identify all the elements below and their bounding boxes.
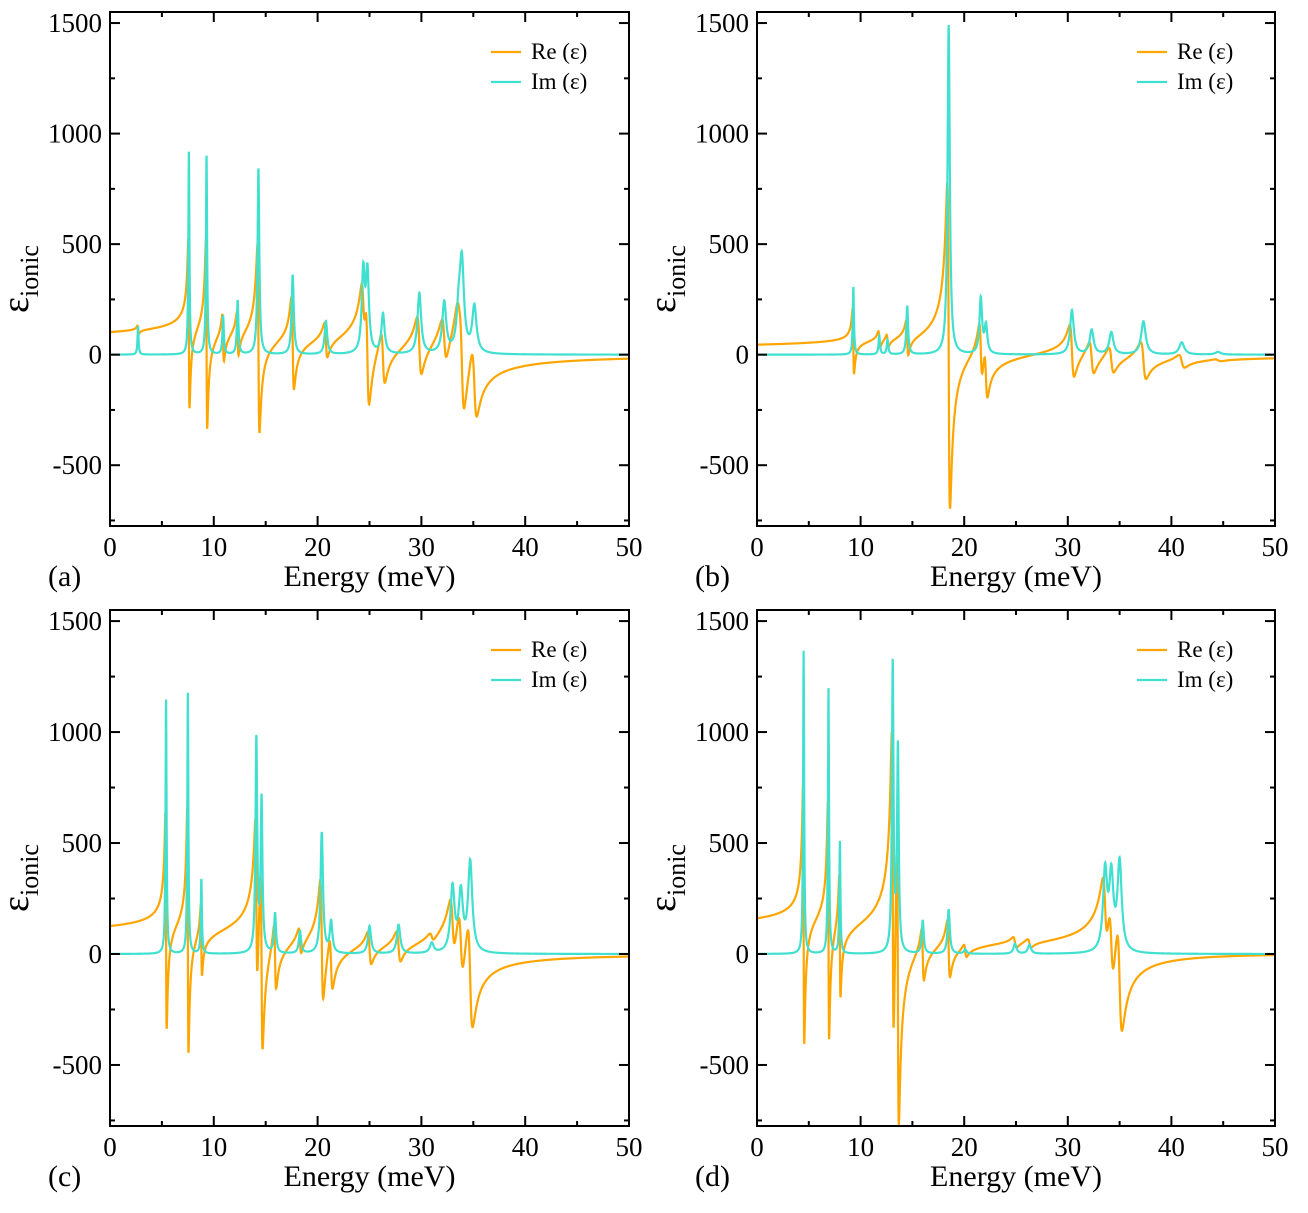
y-axis-label: εionic [0, 245, 44, 313]
x-tick-label: 10 [847, 532, 874, 562]
x-tick-label: 0 [103, 532, 117, 562]
re-series-line [110, 239, 629, 434]
legend-label-im: Im (ε) [1177, 69, 1233, 94]
legend-label-re: Re (ε) [1177, 39, 1233, 64]
y-tick-label: 1000 [48, 717, 102, 747]
re-series-line [110, 807, 629, 1053]
im-series-line [757, 650, 1275, 956]
legend-label-re: Re (ε) [1177, 637, 1233, 662]
x-tick-label: 20 [304, 532, 331, 562]
y-axis-label-symbol: ε [642, 896, 684, 912]
legend-label-im: Im (ε) [531, 667, 587, 692]
panel-label: (b) [695, 560, 730, 593]
x-tick-label: 30 [408, 532, 435, 562]
y-axis-label-subscript: ionic [662, 844, 691, 896]
x-tick-label: 10 [847, 1132, 874, 1162]
re-series-line [757, 731, 1275, 1125]
legend-label-im: Im (ε) [1177, 667, 1233, 692]
x-tick-label: 50 [1262, 1132, 1289, 1162]
y-tick-label: 1500 [48, 8, 102, 38]
x-tick-label: 30 [1054, 1132, 1081, 1162]
x-tick-label: 40 [512, 532, 539, 562]
im-series-line [757, 24, 1275, 356]
y-tick-label: 1000 [695, 717, 749, 747]
y-axis-label: εionic [642, 245, 691, 313]
x-axis-label: Energy (meV) [284, 560, 456, 593]
y-axis-label: εionic [0, 844, 44, 912]
y-axis-label-symbol: ε [0, 896, 37, 912]
y-axis-label-symbol: ε [642, 297, 684, 313]
y-axis-label-subscript: ionic [15, 245, 44, 297]
re-series-line [757, 181, 1275, 509]
x-tick-label: 40 [1158, 1132, 1185, 1162]
y-axis-label-subscript: ionic [15, 844, 44, 896]
im-series-line [110, 692, 629, 956]
y-tick-label: 0 [89, 939, 103, 969]
legend-label-re: Re (ε) [531, 39, 587, 64]
x-tick-label: 40 [512, 1132, 539, 1162]
y-tick-label: -500 [53, 450, 103, 480]
x-tick-label: 10 [200, 532, 227, 562]
y-tick-label: 500 [709, 229, 750, 259]
panel-c: 0 10 20 30 40 50 -500 0 500 1000 1500 Energy (meV) (… [0, 606, 643, 1193]
y-tick-label: -500 [700, 450, 750, 480]
y-tick-label: 500 [709, 828, 750, 858]
panel-a: 0 10 20 30 40 50 -500 0 500 1000 1500 Energy (meV) (… [0, 8, 643, 593]
panel-label: (a) [48, 560, 81, 593]
x-axis-label: Energy (meV) [930, 1160, 1102, 1193]
x-tick-label: 10 [200, 1132, 227, 1162]
im-series-line [110, 151, 629, 356]
y-tick-label: 1500 [48, 606, 102, 636]
y-tick-label: 500 [62, 229, 103, 259]
x-tick-label: 50 [1262, 532, 1289, 562]
legend-label-re: Re (ε) [531, 637, 587, 662]
x-tick-label: 30 [408, 1132, 435, 1162]
y-axis-label-subscript: ionic [662, 245, 691, 297]
x-axis-label: Energy (meV) [930, 560, 1102, 593]
x-tick-label: 30 [1054, 532, 1081, 562]
y-axis-label: εionic [642, 844, 691, 912]
y-tick-label: -500 [700, 1050, 750, 1080]
y-tick-label: 1000 [48, 119, 102, 149]
y-tick-label: 1000 [695, 119, 749, 149]
y-tick-label: 500 [62, 828, 103, 858]
x-tick-label: 20 [951, 532, 978, 562]
x-tick-label: 0 [750, 532, 764, 562]
x-tick-label: 20 [951, 1132, 978, 1162]
x-tick-label: 50 [616, 1132, 643, 1162]
x-tick-label: 50 [616, 532, 643, 562]
y-tick-label: -500 [53, 1050, 103, 1080]
y-tick-label: 1500 [695, 8, 749, 38]
legend-label-im: Im (ε) [531, 69, 587, 94]
x-axis-label: Energy (meV) [284, 1160, 456, 1193]
y-tick-label: 0 [736, 939, 750, 969]
y-tick-label: 0 [89, 340, 103, 370]
x-tick-label: 0 [750, 1132, 764, 1162]
x-tick-label: 20 [304, 1132, 331, 1162]
panel-label: (d) [695, 1160, 730, 1193]
y-axis-label-symbol: ε [0, 297, 37, 313]
panel-d: 0 10 20 30 40 50 -500 0 500 1000 1500 Energy (meV) (… [642, 606, 1289, 1193]
x-tick-label: 0 [103, 1132, 117, 1162]
panel-label: (c) [48, 1160, 81, 1193]
x-tick-label: 40 [1158, 532, 1185, 562]
y-tick-label: 0 [736, 340, 750, 370]
panel-b: 0 10 20 30 40 50 -500 0 500 1000 1500 Energy (meV) (… [642, 8, 1289, 593]
y-tick-label: 1500 [695, 606, 749, 636]
